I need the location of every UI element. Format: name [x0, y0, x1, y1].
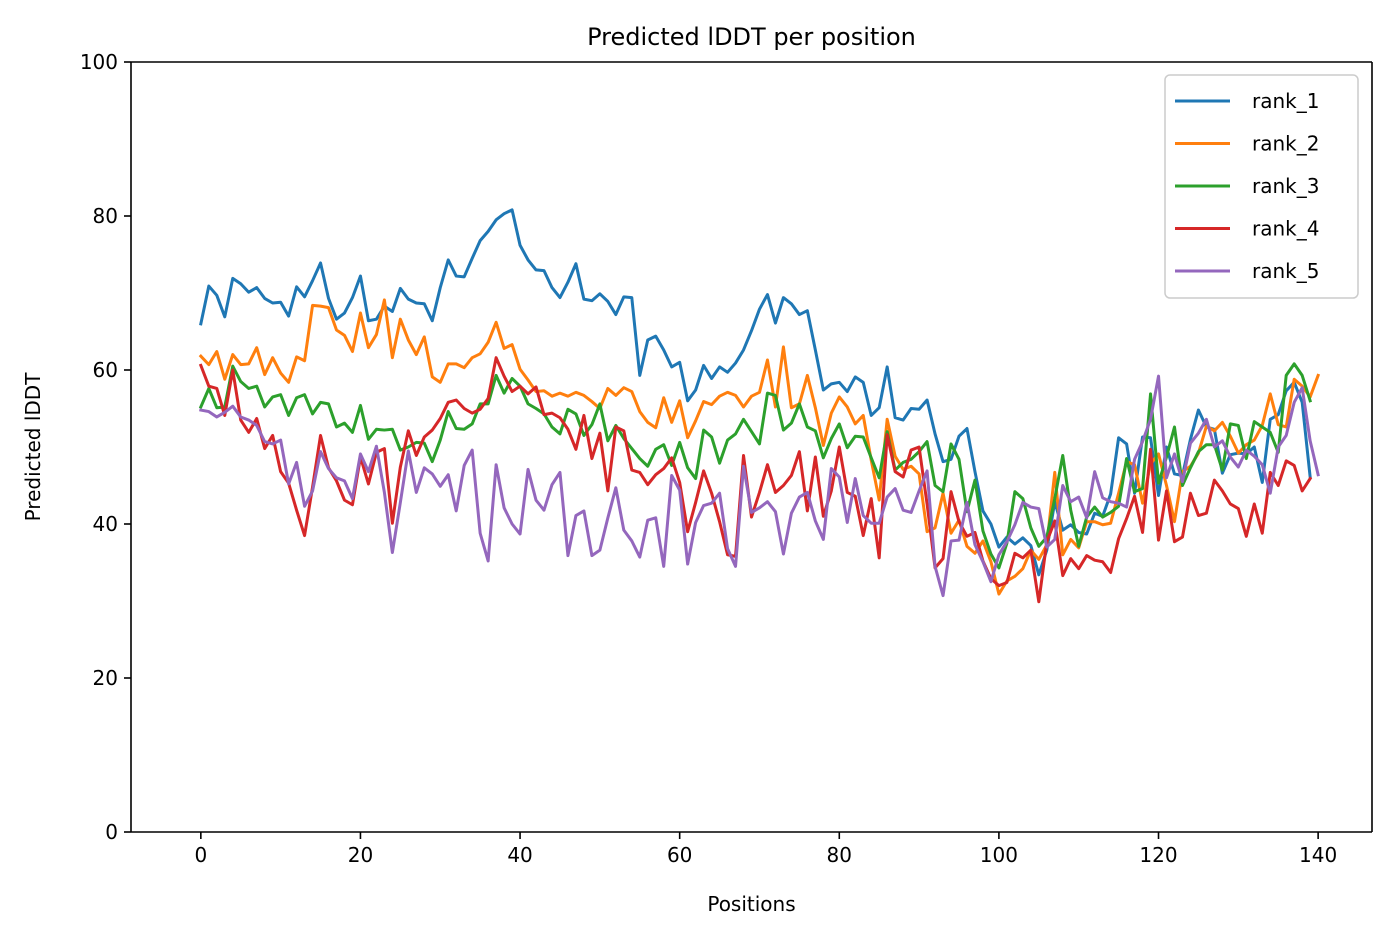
plot-frame — [130, 61, 1373, 833]
x-tick-label: 40 — [507, 843, 532, 867]
y-tick-label: 40 — [93, 512, 118, 536]
series-line-rank-2 — [198, 298, 1321, 596]
series-line-rank-5 — [199, 374, 1320, 598]
legend-entries: rank_1 rank_2 rank_3 rank_4 rank_5 — [1175, 89, 1319, 283]
series-line-rank-4 — [198, 356, 1313, 604]
y-tick-label: 60 — [93, 358, 118, 382]
x-tick-label: 120 — [1139, 843, 1177, 867]
x-tick-label: 60 — [667, 843, 692, 867]
series-line-rank-3 — [198, 362, 1313, 570]
y-axis-ticks: 0 20 40 60 80 100 — [80, 50, 131, 844]
legend-label-rank-5: rank_5 — [1252, 259, 1319, 283]
y-tick-label: 20 — [93, 666, 118, 690]
x-tick-label: 80 — [827, 843, 852, 867]
x-tick-label: 140 — [1299, 843, 1337, 867]
x-axis-ticks: 0 20 40 60 80 100 120 140 — [194, 832, 1337, 867]
series-layer — [198, 208, 1321, 604]
legend: rank_1 rank_2 rank_3 rank_4 rank_5 — [1164, 74, 1359, 299]
legend-label-rank-1: rank_1 — [1252, 89, 1319, 113]
y-tick-label: 100 — [80, 50, 118, 74]
x-axis-label: Positions — [707, 892, 795, 916]
x-tick-label: 100 — [980, 843, 1018, 867]
legend-label-rank-3: rank_3 — [1252, 174, 1319, 198]
legend-box — [1164, 74, 1359, 299]
chart-title: Predicted lDDT per position — [587, 23, 916, 51]
legend-label-rank-4: rank_4 — [1252, 217, 1319, 241]
y-axis-label: Predicted lDDT — [21, 372, 45, 522]
y-tick-label: 0 — [105, 820, 118, 844]
legend-label-rank-2: rank_2 — [1252, 132, 1319, 156]
x-tick-label: 0 — [194, 843, 207, 867]
y-tick-label: 80 — [93, 204, 118, 228]
x-tick-label: 20 — [348, 843, 373, 867]
